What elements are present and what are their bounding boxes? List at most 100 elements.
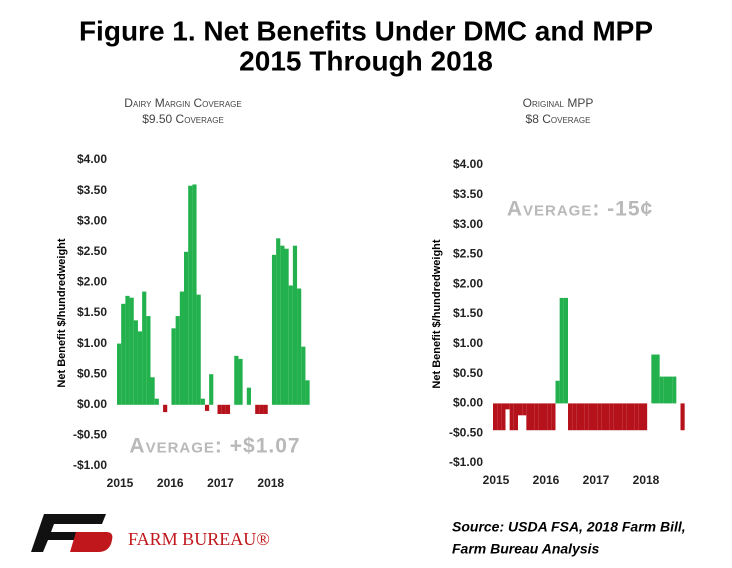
bar [125, 295, 130, 405]
bar [522, 403, 527, 416]
annotation: Average: -15¢ [507, 198, 653, 221]
bar [117, 343, 122, 405]
subtitle: Original MPP [523, 96, 594, 110]
bar [551, 403, 556, 431]
y-tick-label: $0.00 [453, 396, 483, 410]
bar [509, 403, 514, 431]
bar [246, 387, 251, 405]
bar [672, 376, 677, 404]
bar [188, 185, 193, 405]
bar [493, 403, 498, 431]
bar [609, 403, 614, 431]
bar [659, 376, 664, 404]
y-tick-label: $4.00 [77, 152, 107, 166]
bar [297, 288, 302, 405]
bar [534, 403, 539, 431]
annotation: Average: +$1.07 [129, 435, 300, 458]
bar [184, 251, 189, 405]
bar [234, 355, 239, 405]
bar [601, 403, 606, 431]
logo: FARM BUREAU® [31, 514, 270, 552]
bar [179, 291, 184, 405]
bar [142, 291, 147, 405]
bar [622, 403, 627, 431]
bar [497, 403, 502, 431]
bar [171, 328, 176, 405]
bar [154, 398, 159, 405]
y-tick-label: $1.50 [77, 305, 107, 319]
bar [555, 380, 560, 404]
bar [576, 403, 581, 431]
bar [217, 404, 222, 414]
bar [221, 404, 226, 414]
bar [580, 403, 585, 431]
bar [196, 294, 201, 405]
x-tick-label: 2016 [533, 473, 560, 487]
x-tick-label: 2018 [257, 476, 284, 490]
bar [121, 303, 126, 405]
y-tick-label: $0.00 [77, 397, 107, 411]
bar [175, 316, 180, 405]
bar [530, 403, 535, 431]
bar [597, 403, 602, 431]
bar [605, 403, 610, 431]
bar [547, 403, 552, 431]
y-tick-label: $3.00 [77, 213, 107, 227]
x-tick-label: 2017 [583, 473, 610, 487]
bar [651, 354, 656, 404]
bar [505, 403, 510, 410]
bar [204, 404, 210, 411]
bar [638, 403, 643, 431]
bar [209, 374, 214, 405]
bar [680, 403, 685, 431]
bar [200, 398, 205, 405]
bar [129, 297, 134, 405]
x-tick-label: 2016 [157, 476, 184, 490]
bar [643, 403, 648, 431]
bar [280, 245, 285, 405]
y-tick-label: $2.50 [77, 244, 107, 258]
bar [146, 316, 151, 405]
bar [584, 403, 589, 431]
y-axis-label: Net Benefit $/hundredweight [431, 239, 443, 388]
bar [133, 320, 138, 405]
y-tick-label: -$1.00 [73, 458, 107, 472]
x-tick-label: 2018 [633, 473, 660, 487]
y-tick-label: $1.00 [77, 336, 107, 350]
bar [137, 331, 143, 405]
bar [276, 238, 281, 405]
bar [163, 404, 168, 413]
bar [526, 403, 531, 431]
bar [255, 404, 260, 414]
bar [626, 403, 631, 431]
bar [259, 404, 264, 414]
title: 2015 Through 2018 [239, 45, 493, 76]
y-tick-label: $2.00 [77, 275, 107, 289]
bar [655, 354, 660, 404]
y-tick-label: $2.50 [453, 247, 483, 261]
bar [518, 403, 523, 416]
bar [150, 377, 155, 405]
logo-text: FARM BUREAU® [128, 529, 270, 549]
subtitle: $9.50 Coverage [142, 112, 224, 126]
x-tick-label: 2015 [483, 473, 510, 487]
bar [288, 285, 293, 405]
x-tick-label: 2015 [107, 476, 134, 490]
bar [618, 403, 623, 431]
y-tick-label: $0.50 [77, 366, 107, 380]
subtitle: $8 Coverage [526, 112, 591, 126]
bar [613, 403, 618, 431]
bar [501, 403, 506, 431]
bar [588, 403, 593, 431]
y-axis-label: Net Benefit $/hundredweight [56, 238, 68, 387]
bar [263, 404, 268, 414]
bar [568, 403, 573, 431]
source: Farm Bureau Analysis [452, 541, 600, 557]
x-tick-label: 2017 [207, 476, 234, 490]
y-tick-label: $1.00 [453, 336, 483, 350]
subtitle: Dairy Margin Coverage [124, 96, 241, 110]
bar [630, 403, 635, 431]
bar [563, 297, 568, 404]
bar [305, 380, 310, 405]
